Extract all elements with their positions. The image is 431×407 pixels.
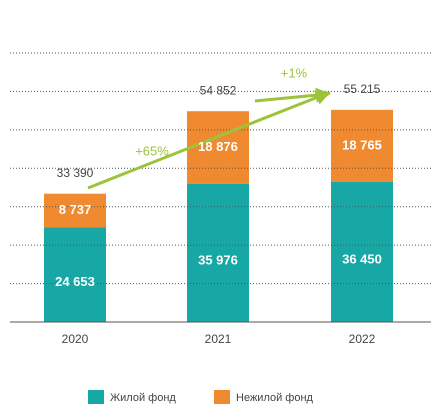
value-label: 18 876	[198, 139, 238, 154]
legend-swatch	[214, 390, 230, 404]
annotation: +65%	[135, 143, 169, 158]
annotation: +1%	[281, 65, 308, 80]
value-label: 36 450	[342, 251, 382, 266]
value-label: 24 653	[55, 274, 95, 289]
value-label: 35 976	[198, 252, 238, 267]
arrow	[254, 87, 331, 103]
bar-segment	[44, 227, 106, 322]
x-tick-label: 2021	[205, 332, 232, 346]
total-label: 54 852	[200, 83, 237, 97]
x-tick-label: 2020	[62, 332, 89, 346]
value-label: 18 765	[342, 137, 382, 152]
total-label: 55 215	[344, 82, 381, 96]
legend-swatch	[88, 390, 104, 404]
value-label: 8 737	[59, 202, 92, 217]
legend-label: Нежилой фонд	[236, 392, 314, 404]
bar-segment	[331, 109, 393, 182]
bar-segment	[187, 111, 249, 184]
bar-segment	[44, 193, 106, 228]
x-tick-label: 2022	[349, 332, 376, 346]
legend-label: Жилой фонд	[110, 392, 176, 404]
total-label: 33 390	[57, 166, 94, 180]
arrow	[87, 90, 331, 190]
bar-segment	[331, 181, 393, 322]
